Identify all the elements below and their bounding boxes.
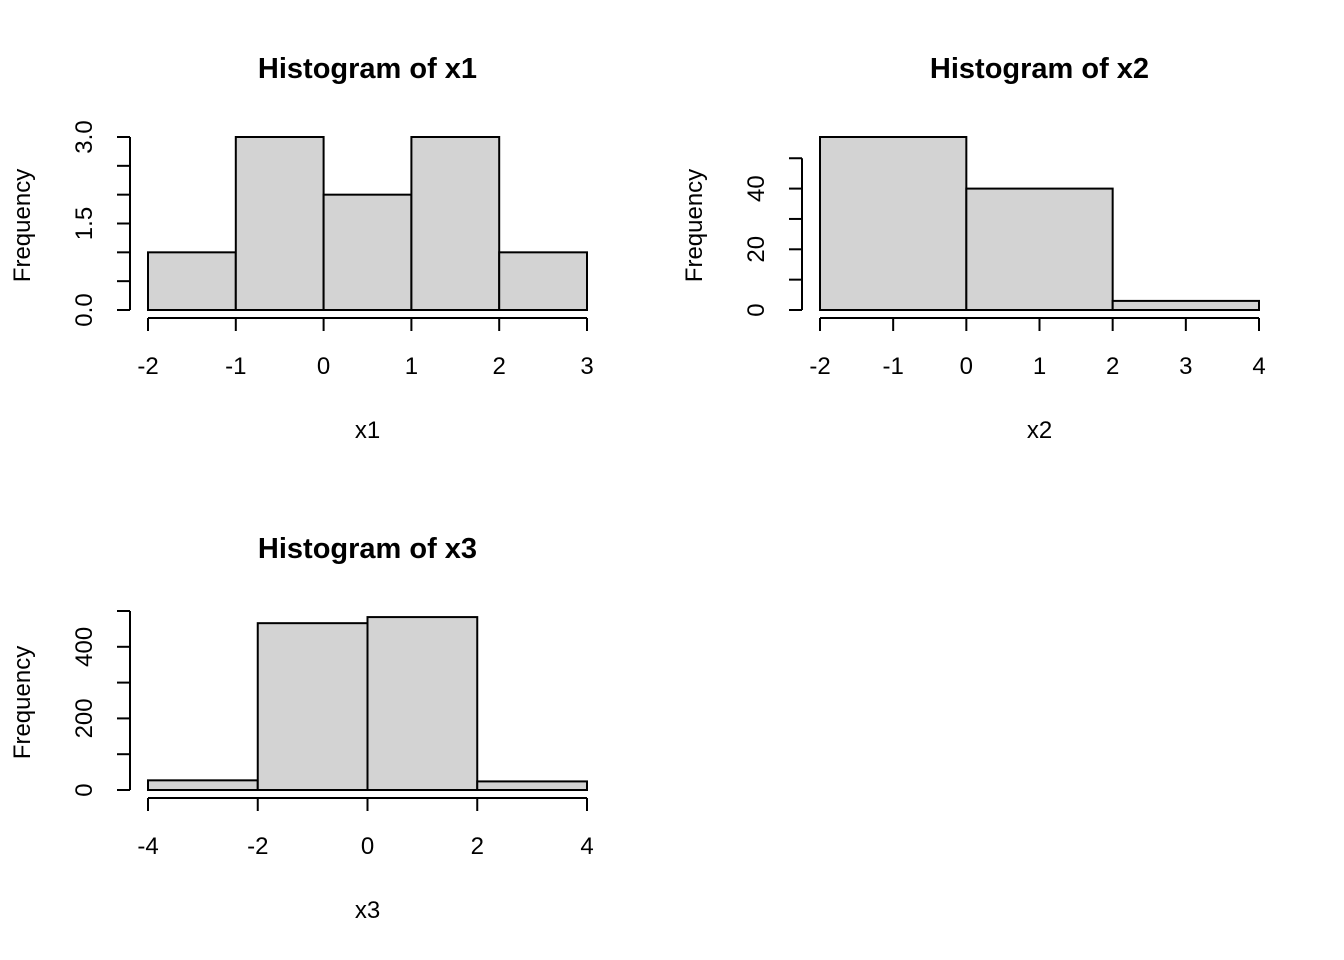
histogram-bar	[1111, 299, 1260, 312]
x-axis-label: x2	[1027, 417, 1052, 444]
histogram-bar	[147, 251, 237, 311]
x-tick-label: 2	[471, 833, 484, 860]
histogram-bar	[256, 622, 369, 791]
chart-title: Histogram of x3	[258, 533, 477, 565]
x-tick-label: 1	[1033, 353, 1046, 380]
histogram-bar	[234, 136, 325, 311]
histogram-bar	[965, 187, 1114, 312]
histogram-bar	[498, 251, 589, 311]
y-axis-label: Frequency	[9, 646, 36, 759]
x-tick-label: -2	[809, 353, 830, 380]
histogram-bar	[322, 193, 413, 312]
chart-title: Histogram of x1	[258, 53, 477, 85]
x-axis-label: x1	[355, 417, 380, 444]
x-tick-label: 2	[1106, 353, 1119, 380]
x-tick-label: 1	[405, 353, 418, 380]
chart-title: Histogram of x2	[930, 53, 1149, 85]
x-tick-label: -2	[137, 353, 158, 380]
x-tick-label: 3	[1179, 353, 1192, 380]
y-tick-label: 40	[743, 175, 770, 202]
x-tick-label: 4	[580, 833, 593, 860]
histogram-panel-1: Histogram of x1 -2 -1 0 1 2 3 0.0 1.5 3.0 x1 Freque…	[9, 53, 594, 444]
y-tick-label: 3.0	[71, 120, 98, 153]
x-tick-label: 2	[493, 353, 506, 380]
y-tick-label: 200	[71, 698, 98, 738]
y-tick-label: 400	[71, 627, 98, 667]
x-axis-label: x3	[355, 897, 380, 924]
y-tick-label: 0.0	[71, 293, 98, 326]
histogram-bar	[147, 779, 259, 791]
x-tick-label: -1	[225, 353, 246, 380]
x-tick-label: 0	[317, 353, 330, 380]
y-tick-label: 0	[71, 783, 98, 796]
x-tick-label: 0	[361, 833, 374, 860]
histogram-bar	[410, 136, 501, 311]
x-tick-label: 0	[960, 353, 973, 380]
histogram-bar	[476, 780, 588, 792]
y-tick-label: 20	[743, 236, 770, 263]
x-tick-label: 3	[580, 353, 593, 380]
histogram-panel-3: Histogram of x3 -4 -2 0 2 4 0 200 400 x3 Frequency	[9, 533, 594, 924]
y-tick-label: 0	[743, 303, 770, 316]
x-tick-label: -2	[247, 833, 268, 860]
y-tick-label: 1.5	[71, 207, 98, 240]
histogram-bar	[819, 136, 968, 311]
y-axis-label: Frequency	[681, 169, 708, 282]
x-tick-label: 4	[1252, 353, 1265, 380]
y-axis-label: Frequency	[9, 169, 36, 282]
x-tick-label: -4	[137, 833, 158, 860]
x-tick-label: -1	[882, 353, 903, 380]
histogram-bar	[366, 616, 479, 791]
